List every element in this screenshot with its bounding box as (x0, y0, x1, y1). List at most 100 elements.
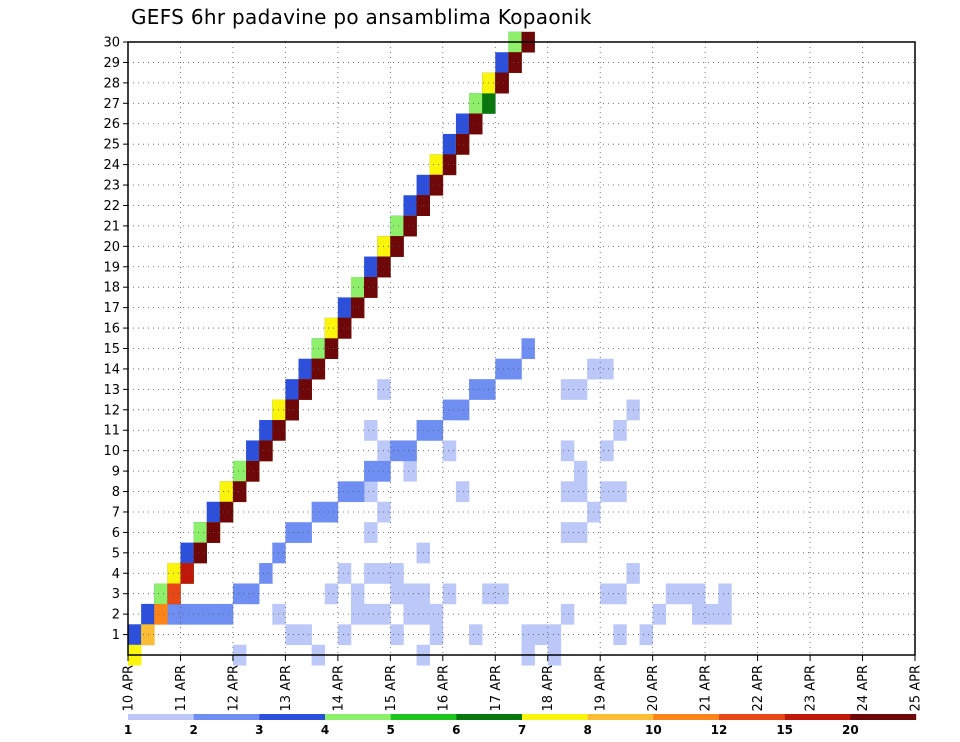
heatmap-cell (246, 583, 260, 605)
heatmap-cell (469, 113, 483, 135)
heatmap-cell (180, 542, 194, 564)
heatmap-cell (390, 624, 404, 646)
heatmap-cell (298, 522, 312, 543)
heatmap-cell (246, 440, 260, 462)
heatmap-cell (403, 603, 417, 625)
colorbar-swatch (456, 714, 523, 720)
colorbar-swatch (390, 714, 457, 720)
heatmap-cell (285, 399, 299, 421)
heatmap-cell (298, 358, 312, 380)
heatmap-cell (180, 563, 194, 584)
heatmap-cell (232, 583, 247, 605)
colorbar: 1 2 3 4 5 6 7 8 10 12 15 20 (124, 714, 917, 737)
y-tick-label: 8 (112, 485, 120, 500)
y-tick-label: 9 (112, 465, 120, 480)
heatmap-cell (455, 133, 470, 155)
heatmap-cell (350, 583, 365, 605)
heatmap-cell (364, 276, 378, 298)
heatmap-cell (337, 317, 352, 339)
heatmap-cell (390, 440, 404, 462)
heatmap-cell (219, 603, 234, 625)
y-tick-label: 6 (112, 526, 120, 541)
heatmap-cell (364, 256, 378, 278)
heatmap-cell (285, 379, 299, 400)
heatmap-cell (337, 481, 352, 503)
heatmap-cell (193, 603, 207, 625)
y-tick-label: 18 (103, 281, 120, 296)
colorbar-label: 8 (583, 723, 591, 737)
heatmap-cell (128, 624, 142, 646)
heatmap-cell (364, 563, 378, 584)
heatmap-cell (390, 563, 404, 584)
y-tick-label: 11 (103, 424, 120, 439)
heatmap-cell (193, 522, 207, 543)
heatmap-cell (613, 624, 627, 646)
heatmap-cell (429, 420, 444, 441)
heatmap-cell (560, 379, 575, 400)
y-tick-label: 2 (112, 608, 120, 623)
heatmap-cell (442, 133, 457, 155)
grid-layer (128, 41, 915, 655)
colorbar-label: 6 (452, 723, 460, 737)
colorbar-label: 10 (645, 723, 662, 737)
colorbar-swatch (587, 714, 654, 720)
cells-layer (128, 31, 732, 666)
heatmap-cell (429, 603, 444, 625)
heatmap-cell (259, 420, 273, 441)
heatmap-cell (705, 603, 719, 625)
y-tick-label: 21 (103, 219, 120, 234)
heatmap-cell (429, 624, 444, 646)
heatmap-cell (324, 501, 339, 523)
heatmap-cell (390, 236, 404, 257)
heatmap-cell (337, 624, 352, 646)
y-tick-label: 13 (103, 383, 120, 398)
x-tick-label: 11 APR (174, 665, 189, 711)
y-tick-label: 26 (103, 117, 120, 132)
heatmap-cell (219, 501, 234, 523)
heatmap-cell (442, 154, 457, 176)
heatmap-cell (246, 460, 260, 482)
y-tick-label: 15 (103, 342, 120, 357)
y-tick-label: 14 (103, 362, 120, 377)
x-tick-label: 18 APR (541, 665, 556, 711)
heatmap-cell (573, 460, 588, 482)
heatmap-cell (141, 624, 155, 646)
x-tick-label: 21 APR (699, 665, 714, 711)
x-tick-label: 12 APR (226, 665, 241, 711)
heatmap-cell (364, 420, 378, 441)
heatmap-cell (350, 481, 365, 503)
heatmap-cell (193, 542, 207, 564)
colorbar-label: 12 (711, 723, 728, 737)
colorbar-swatch (719, 714, 785, 720)
heatmap-cell (154, 603, 168, 625)
heatmap-cell (573, 379, 588, 400)
heatmap-cell (429, 174, 444, 196)
heatmap-cell (613, 481, 627, 503)
heatmap-cell (167, 603, 181, 625)
colorbar-label: 15 (776, 723, 793, 737)
colorbar-label: 7 (518, 723, 526, 737)
heatmap-cell (390, 215, 404, 237)
colorbar-label: 1 (124, 723, 132, 737)
heatmap-cell (350, 276, 365, 298)
colorbar-swatch (850, 714, 917, 720)
heatmap-cell (429, 154, 444, 176)
heatmap-cell (639, 624, 653, 646)
heatmap-cell (600, 481, 614, 503)
heatmap-cell (613, 420, 627, 441)
y-tick-label: 22 (103, 199, 120, 214)
heatmap-cell (495, 358, 509, 380)
colorbar-swatch (193, 714, 260, 720)
heatmap-cell (495, 583, 509, 605)
heatmap-cell (508, 52, 522, 73)
x-tick-label: 10 APR (122, 665, 137, 711)
heatmap-cell (403, 195, 417, 216)
heatmap-cell (350, 603, 365, 625)
y-tick-label: 1 (112, 628, 120, 643)
heatmap-cell (600, 583, 614, 605)
heatmap-cell (652, 603, 667, 625)
x-tick-label: 20 APR (646, 665, 661, 711)
x-ticks: 10 APR 11 APR 12 APR 13 APR 14 APR 15 APR 16 A… (122, 655, 924, 711)
heatmap-cell (469, 379, 483, 400)
